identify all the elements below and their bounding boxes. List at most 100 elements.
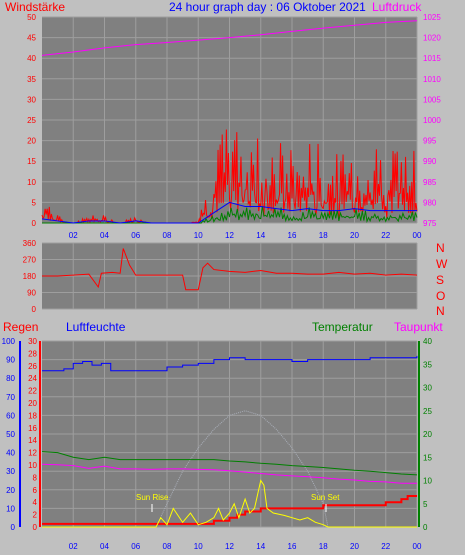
rain-tick-label: 0 xyxy=(33,523,38,532)
x-tick-label-top: 00 xyxy=(413,231,422,240)
x-tick-label-top: 12 xyxy=(225,231,234,240)
humidity-tick-label: 70 xyxy=(6,393,15,402)
x-tick-label-bottom: 18 xyxy=(319,542,328,551)
x-tick-label-bottom: 20 xyxy=(350,542,359,551)
pressure-axis-label: Luftdruck xyxy=(372,0,422,14)
rain-tick-label: 16 xyxy=(28,424,37,433)
pressure-tick-label: 1005 xyxy=(423,95,441,104)
wind-tick-label: 50 xyxy=(27,13,36,22)
x-tick-label-bottom: 04 xyxy=(100,542,109,551)
temperature-tick-label: 15 xyxy=(423,453,432,462)
humidity-tick-label: 0 xyxy=(11,523,16,532)
compass-label-w: W xyxy=(436,257,448,271)
humidity-tick-label: 20 xyxy=(6,486,15,495)
wind-tick-label: 45 xyxy=(27,34,36,43)
rain-tick-label: 26 xyxy=(28,362,37,371)
wind-tick-label: 30 xyxy=(27,95,36,104)
sunrise-annotation: Sun Rise xyxy=(136,493,169,502)
x-tick-label-top: 16 xyxy=(288,231,297,240)
temperature-tick-label: 5 xyxy=(423,500,428,509)
pressure-tick-label: 980 xyxy=(423,198,437,207)
x-tick-label-bottom: 16 xyxy=(288,542,297,551)
pressure-tick-label: 1025 xyxy=(423,13,441,22)
x-tick-label-bottom: 14 xyxy=(256,542,265,551)
series-lines xyxy=(41,20,418,528)
rain-tick-label: 20 xyxy=(28,399,37,408)
rain-tick-label: 4 xyxy=(33,498,38,507)
humidity-tick-label: 30 xyxy=(6,467,15,476)
rain-tick-label: 22 xyxy=(28,387,37,396)
chart-title: 24 hour graph day : 06 Oktober 2021 xyxy=(169,0,366,14)
rain-tick-label: 12 xyxy=(28,449,37,458)
temperature-tick-label: 25 xyxy=(423,407,432,416)
green-line xyxy=(42,205,418,224)
x-tick-label-bottom: 22 xyxy=(381,542,390,551)
direction-tick-label: 0 xyxy=(32,305,37,314)
compass-label-n-top: N xyxy=(436,241,445,255)
wind-tick-label: 10 xyxy=(27,178,36,187)
sun-potential-line xyxy=(155,410,329,528)
direction-tick-label: 90 xyxy=(27,289,36,298)
x-tick-label-top: 10 xyxy=(194,231,203,240)
humidity-tick-label: 50 xyxy=(6,430,15,439)
humidity-tick-label: 90 xyxy=(6,356,15,365)
rain-tick-label: 14 xyxy=(28,436,37,445)
pressure-tick-label: 1010 xyxy=(423,75,441,84)
wind-tick-label: 35 xyxy=(27,75,36,84)
rain-label: Regen xyxy=(3,320,38,334)
x-tick-label-bottom: 08 xyxy=(163,542,172,551)
grid-lines xyxy=(42,16,418,528)
x-tick-label-top: 14 xyxy=(256,231,265,240)
wind-tick-label: 15 xyxy=(27,157,36,166)
x-tick-label-top: 04 xyxy=(100,231,109,240)
temperature-label: Temperatur xyxy=(312,320,373,334)
x-tick-label-bottom: 00 xyxy=(413,542,422,551)
wind-axis-label: Windstärke xyxy=(5,0,65,14)
wind-tick-label: 40 xyxy=(27,54,36,63)
rain-tick-label: 2 xyxy=(33,511,38,520)
humidity-line xyxy=(42,355,418,372)
pressure-tick-label: 1015 xyxy=(423,54,441,63)
axis-tick-labels: 0202040406060808101012121414161618182020… xyxy=(2,13,442,551)
x-tick-label-bottom: 02 xyxy=(69,542,78,551)
temperature-tick-label: 0 xyxy=(423,523,428,532)
direction-tick-label: 180 xyxy=(23,272,37,281)
wind-direction-line xyxy=(42,248,418,291)
compass-label-n-bottom: N xyxy=(436,304,445,318)
rain-tick-label: 24 xyxy=(28,374,37,383)
rain-tick-label: 6 xyxy=(33,486,38,495)
dewpoint-line xyxy=(41,463,417,484)
humidity-tick-label: 60 xyxy=(6,411,15,420)
temperature-tick-label: 40 xyxy=(423,337,432,346)
pressure-line xyxy=(41,20,418,56)
humidity-label: Luftfeuchte xyxy=(66,320,126,334)
rain-tick-label: 30 xyxy=(28,337,37,346)
wind-tick-label: 0 xyxy=(32,219,37,228)
temperature-tick-label: 30 xyxy=(423,384,432,393)
humidity-tick-label: 80 xyxy=(6,374,15,383)
humidity-tick-label: 40 xyxy=(6,449,15,458)
x-tick-label-top: 08 xyxy=(163,231,172,240)
gust-line xyxy=(41,201,417,224)
dewpoint-label: Taupunkt xyxy=(394,320,443,334)
sunset-annotation: Sun Set xyxy=(311,493,340,502)
x-tick-label-bottom: 12 xyxy=(225,542,234,551)
temperature-line xyxy=(41,451,418,476)
x-tick-label-bottom: 10 xyxy=(194,542,203,551)
pressure-tick-label: 1020 xyxy=(423,34,441,43)
sunshine-line xyxy=(42,479,417,528)
pressure-tick-label: 995 xyxy=(423,137,437,146)
rain-tick-label: 8 xyxy=(33,473,38,482)
x-tick-label-top: 02 xyxy=(69,231,78,240)
rain-tick-label: 18 xyxy=(28,411,37,420)
temperature-tick-label: 35 xyxy=(423,360,432,369)
humidity-tick-label: 100 xyxy=(2,337,16,346)
rain-line xyxy=(42,495,417,525)
direction-tick-label: 360 xyxy=(23,239,37,248)
compass-label-o: O xyxy=(436,289,445,303)
compass-label-s: S xyxy=(436,273,444,287)
rain-tick-label: 28 xyxy=(28,349,37,358)
pressure-tick-label: 990 xyxy=(423,157,437,166)
temperature-tick-label: 20 xyxy=(423,430,432,439)
